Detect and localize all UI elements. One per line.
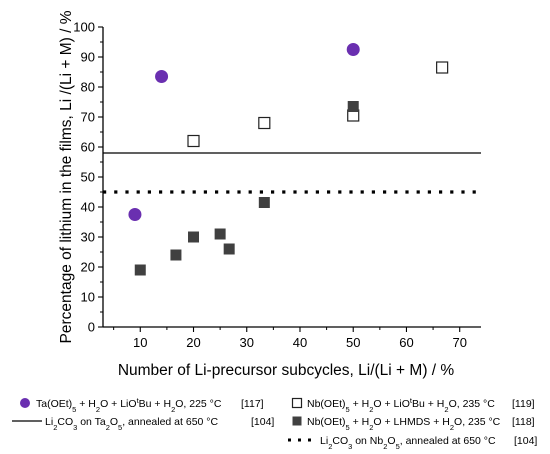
legend-text-part: Li (45, 416, 53, 428)
legend-text-part: on Ta (77, 416, 106, 428)
legend-text-part: Li (320, 435, 328, 447)
x-tick-label: 50 (346, 335, 360, 350)
legend-text-part: Nb(OEt) (307, 398, 346, 410)
legend-text-part: CO (332, 435, 348, 447)
legend-ref-119: [119] (512, 398, 535, 410)
legend-text-part: 2 (96, 405, 100, 414)
legend-text-part: CO (57, 416, 73, 428)
data-point-series-3 (214, 228, 226, 240)
y-axis-title: Percentage of lithium in the films, Li /… (58, 10, 75, 343)
legend-text-part: 2 (328, 442, 332, 451)
legend-marker-filled-square (292, 416, 302, 426)
data-point-series-2 (187, 134, 200, 148)
x-tick-label: 30 (240, 335, 254, 350)
y-tick-label: 100 (73, 20, 95, 35)
legend-text-part: 2 (171, 405, 175, 414)
legend-text-part: 5 (396, 442, 400, 451)
legend-text-part: Bu + H (412, 398, 444, 410)
legend: Ta(OEt)5 + H2O + LiOtBu + H2O, 225 °C [11… (12, 396, 537, 451)
y-tick-label: 10 (81, 290, 95, 305)
ticks: 0 10 20 30 40 50 60 70 80 90 100 10 20 30 40 50 60 70 (73, 20, 467, 351)
x-axis-title: Number of Li-precursor subcycles, Li/(Li… (118, 362, 455, 379)
legend-text-part: Ta(OEt) (36, 398, 72, 410)
legend-text-part: 5 (346, 405, 350, 414)
legend-text-part: O, 225 °C (175, 398, 222, 410)
x-tick-label: 10 (133, 335, 147, 350)
legend-text-part: Bu + H (139, 398, 171, 410)
data-point-series-2 (258, 116, 271, 130)
x-tick-label: 60 (399, 335, 413, 350)
y-tick-label: 0 (88, 320, 95, 335)
data-point-series-1 (346, 43, 360, 56)
legend-marker-circle (20, 398, 30, 408)
legend-text-part: 2 (369, 405, 373, 414)
data-point-series-1 (128, 208, 142, 221)
legend-text-part: + H (350, 398, 370, 410)
y-tick-label: 20 (81, 260, 95, 275)
legend-ref-104-ta: [104] (251, 416, 274, 428)
legend-text-part: t (410, 396, 413, 405)
legend-text-part: 2 (369, 423, 373, 432)
y-tick-label: 50 (81, 170, 95, 185)
legend-text-part: , annealed at 650 °C (400, 435, 496, 447)
legend-text-part: O, 235 °C (449, 398, 496, 410)
data-point-series-3 (170, 249, 182, 261)
legend-text-part: + H (76, 398, 96, 410)
data-point-series-3 (258, 197, 270, 208)
legend-ref-104-nb: [104] (514, 435, 537, 447)
legend-text-part: 5 (346, 423, 350, 432)
legend-label-nb-li2co3: Li2CO3 on Nb2O5, annealed at 650 °C (320, 435, 496, 451)
x-tick-label: 70 (452, 335, 466, 350)
legend-text-part: O (387, 435, 395, 447)
y-tick-label: 40 (81, 200, 95, 215)
legend-text-part: on Nb (352, 435, 383, 447)
legend-text-part: O, 235 °C (454, 416, 501, 428)
data-point-series-3 (223, 243, 235, 255)
legend-text-part: + H (350, 416, 370, 428)
data-points (128, 43, 449, 276)
legend-text-part: O + LiO (373, 398, 409, 410)
legend-text-part: 2 (444, 405, 448, 414)
legend-text-part: Nb(OEt) (307, 416, 346, 428)
data-point-series-3 (347, 101, 359, 112)
legend-text-part: O + LiO (100, 398, 136, 410)
legend-text-part: 2 (450, 423, 454, 432)
legend-marker-open-square (291, 397, 303, 409)
data-point-series-3 (134, 264, 146, 276)
y-tick-label: 30 (81, 230, 95, 245)
x-tick-label: 40 (293, 335, 307, 350)
legend-ref-117: [117] (241, 398, 264, 410)
data-point-series-1 (155, 70, 169, 83)
legend-text-part: 3 (348, 442, 352, 451)
y-tick-label: 90 (81, 50, 95, 65)
legend-label-nb-lio: Nb(OEt)5 + H2O + LiOtBu + H2O, 235 °C (307, 396, 495, 414)
data-point-series-2 (436, 61, 449, 74)
legend-text-part: 5 (118, 423, 122, 432)
y-tick-label: 60 (81, 140, 95, 155)
legend-label-ta-lio: Ta(OEt)5 + H2O + LiOtBu + H2O, 225 °C (36, 396, 222, 414)
legend-text-part: 2 (106, 423, 110, 432)
legend-text-part: 3 (73, 423, 77, 432)
legend-text-part: O (110, 416, 118, 428)
legend-text-part: O + LHMDS + H (373, 416, 449, 428)
legend-text-part: t (137, 396, 140, 405)
legend-text-part: 5 (72, 405, 76, 414)
legend-ref-118: [118] (512, 416, 535, 428)
reference-lines (103, 152, 481, 194)
y-tick-label: 80 (81, 80, 95, 95)
legend-text-part: 2 (383, 442, 387, 451)
legend-label-nb-lhmds: Nb(OEt)5 + H2O + LHMDS + H2O, 235 °C (307, 416, 501, 432)
data-point-series-3 (188, 231, 200, 243)
legend-label-ta-li2co3: Li2CO3 on Ta2O5, annealed at 650 °C (45, 416, 218, 432)
x-tick-label: 20 (186, 335, 200, 350)
legend-text-part: 2 (53, 423, 57, 432)
legend-text-part: , annealed at 650 °C (122, 416, 218, 428)
y-tick-label: 70 (81, 110, 95, 125)
